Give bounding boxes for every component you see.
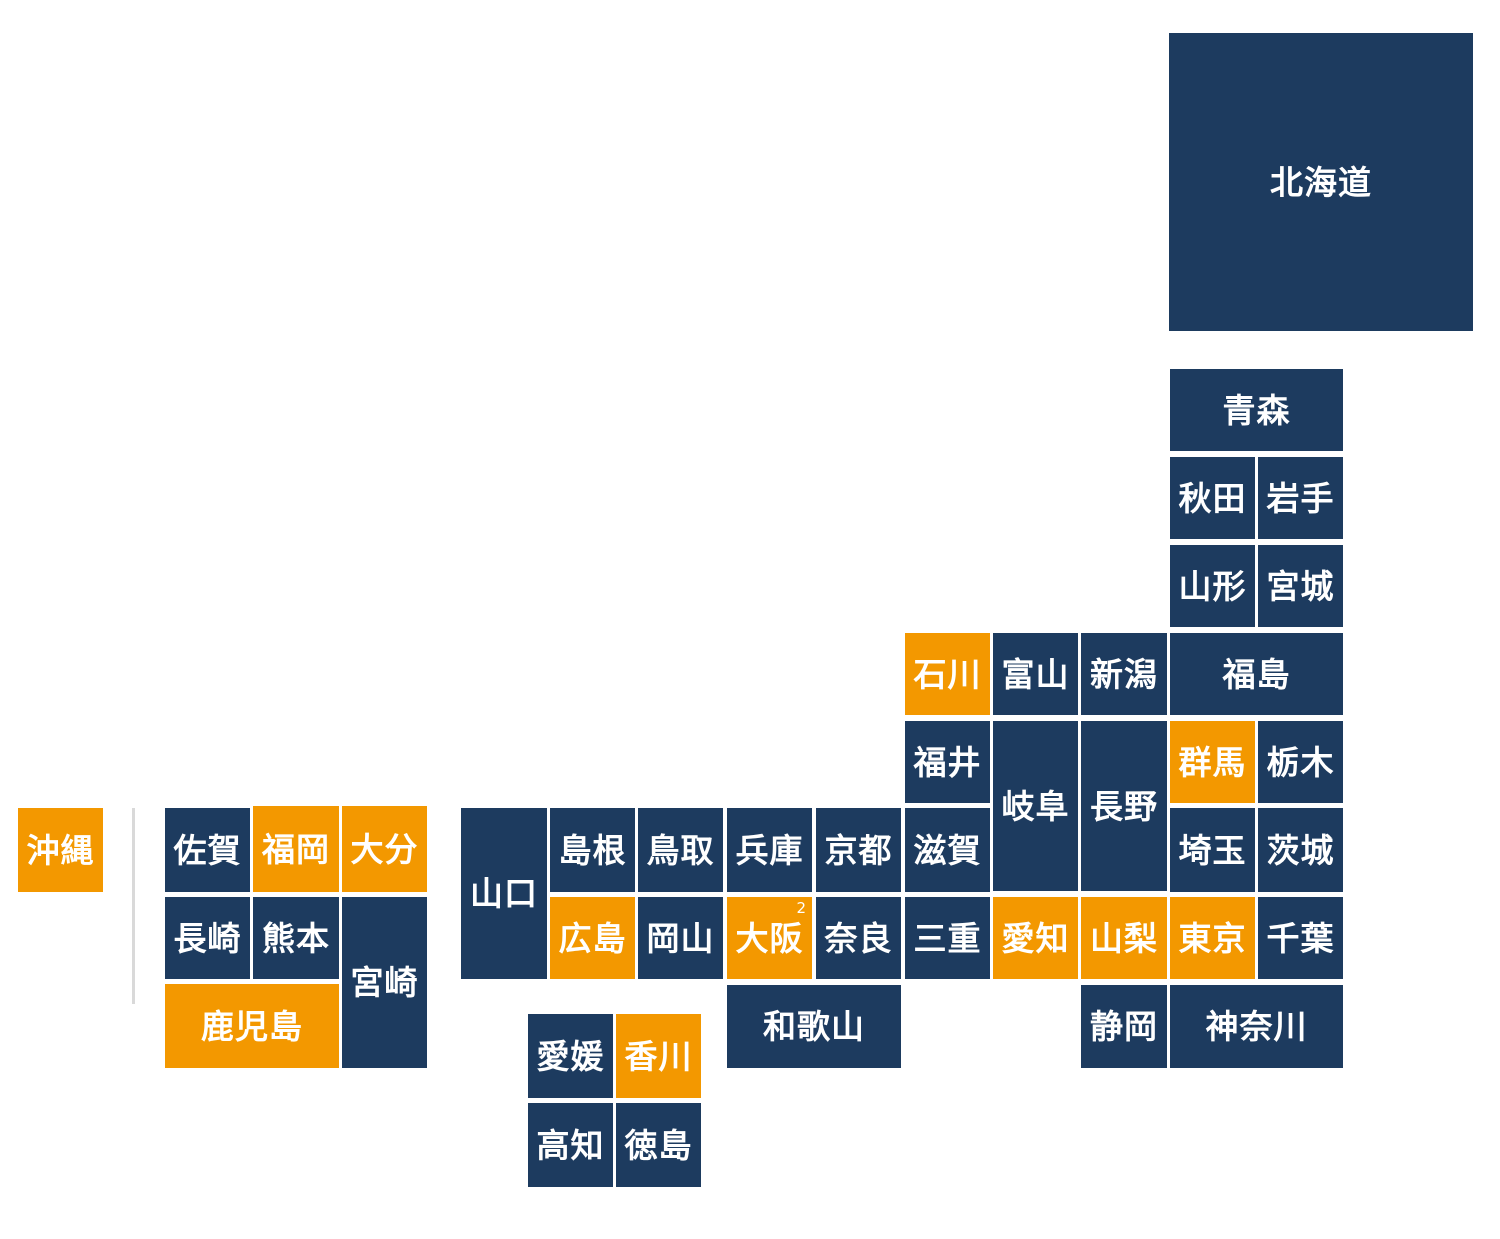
- prefecture-label: 北海道: [1270, 162, 1372, 202]
- prefecture-label: 山梨: [1090, 918, 1158, 958]
- footnote-marker: 2: [796, 899, 806, 917]
- prefecture-tokyo[interactable]: 東京: [1170, 897, 1255, 979]
- prefecture-label: 京都: [824, 830, 893, 870]
- prefecture-label: 秋田: [1178, 478, 1247, 518]
- prefecture-label: 青森: [1222, 390, 1291, 430]
- prefecture-iwate[interactable]: 岩手: [1258, 457, 1343, 539]
- prefecture-label: 沖縄: [26, 830, 95, 870]
- prefecture-kumamoto[interactable]: 熊本: [253, 897, 339, 979]
- prefecture-fukui[interactable]: 福井: [905, 721, 990, 803]
- prefecture-label: 宮崎: [350, 963, 419, 1002]
- prefecture-shiga[interactable]: 滋賀: [905, 808, 990, 892]
- prefecture-label: 岩手: [1266, 478, 1335, 518]
- prefecture-kagawa[interactable]: 香川: [616, 1014, 701, 1098]
- prefecture-kanagawa[interactable]: 神奈川: [1170, 985, 1343, 1068]
- prefecture-label: 奈良: [824, 918, 893, 958]
- prefecture-label: 石川: [913, 654, 982, 694]
- prefecture-label: 高知: [536, 1125, 605, 1165]
- prefecture-hokkaido[interactable]: 北海道: [1169, 33, 1473, 331]
- prefecture-yamagata[interactable]: 山形: [1170, 545, 1255, 627]
- prefecture-miyagi[interactable]: 宮城: [1258, 545, 1343, 627]
- prefecture-tochigi[interactable]: 栃木: [1258, 721, 1343, 803]
- prefecture-label: 宮城: [1266, 566, 1335, 606]
- prefecture-label: 栃木: [1266, 742, 1335, 782]
- prefecture-label: 愛媛: [536, 1036, 605, 1076]
- prefecture-label: 山口: [470, 874, 538, 913]
- prefecture-label: 福井: [913, 742, 982, 782]
- prefecture-label: 兵庫: [735, 830, 804, 870]
- prefecture-label: 新潟: [1090, 654, 1158, 694]
- prefecture-osaka[interactable]: 大阪 2: [727, 897, 812, 979]
- prefecture-kagoshima[interactable]: 鹿児島: [165, 984, 339, 1068]
- prefecture-nagasaki[interactable]: 長崎: [165, 897, 250, 979]
- prefecture-wakayama[interactable]: 和歌山: [727, 985, 901, 1068]
- prefecture-kyoto[interactable]: 京都: [816, 808, 901, 892]
- prefecture-hiroshima[interactable]: 広島: [550, 897, 635, 979]
- prefecture-label: 神奈川: [1205, 1007, 1308, 1046]
- prefecture-chiba[interactable]: 千葉: [1258, 897, 1343, 979]
- prefecture-okayama[interactable]: 岡山: [638, 897, 723, 979]
- prefecture-label: 長野: [1090, 786, 1158, 826]
- prefecture-label: 広島: [558, 918, 627, 958]
- prefecture-oita[interactable]: 大分: [342, 806, 427, 892]
- prefecture-label: 東京: [1178, 918, 1247, 958]
- prefecture-label: 大阪: [735, 918, 804, 958]
- prefecture-label: 岐阜: [1001, 786, 1070, 826]
- prefecture-label: 愛知: [1001, 918, 1070, 958]
- prefecture-ehime[interactable]: 愛媛: [528, 1014, 613, 1098]
- prefecture-label: 静岡: [1090, 1007, 1158, 1046]
- prefecture-okinawa[interactable]: 沖縄: [18, 808, 103, 892]
- prefecture-hyogo[interactable]: 兵庫: [727, 808, 812, 892]
- prefecture-toyama[interactable]: 富山: [993, 633, 1078, 715]
- prefecture-label: 福岡: [262, 829, 330, 869]
- prefecture-label: 佐賀: [173, 830, 242, 870]
- prefecture-miyazaki[interactable]: 宮崎: [342, 897, 427, 1068]
- prefecture-shimane[interactable]: 島根: [550, 808, 635, 892]
- prefecture-saga[interactable]: 佐賀: [165, 808, 250, 892]
- prefecture-label: 大分: [350, 829, 419, 869]
- prefecture-yamaguchi[interactable]: 山口: [461, 808, 547, 979]
- prefecture-label: 茨城: [1266, 830, 1335, 870]
- prefecture-akita[interactable]: 秋田: [1170, 457, 1255, 539]
- prefecture-yamanashi[interactable]: 山梨: [1081, 897, 1167, 979]
- prefecture-label: 島根: [558, 830, 627, 870]
- prefecture-label: 鹿児島: [201, 1006, 303, 1046]
- prefecture-saitama[interactable]: 埼玉: [1170, 808, 1255, 892]
- prefecture-mie[interactable]: 三重: [905, 897, 990, 979]
- prefecture-label: 山形: [1178, 566, 1247, 606]
- prefecture-label: 熊本: [262, 918, 330, 958]
- prefecture-tottori[interactable]: 鳥取: [638, 808, 723, 892]
- prefecture-gunma[interactable]: 群馬: [1170, 721, 1255, 803]
- prefecture-kochi[interactable]: 高知: [528, 1103, 613, 1187]
- prefecture-label: 和歌山: [763, 1007, 865, 1046]
- prefecture-label: 三重: [913, 918, 982, 958]
- prefecture-shizuoka[interactable]: 静岡: [1081, 985, 1167, 1068]
- prefecture-ishikawa[interactable]: 石川: [905, 633, 990, 715]
- prefecture-label: 鳥取: [646, 830, 715, 870]
- prefecture-label: 群馬: [1178, 742, 1247, 782]
- prefecture-label: 岡山: [646, 918, 715, 958]
- prefecture-tokushima[interactable]: 徳島: [616, 1103, 701, 1187]
- prefecture-fukushima[interactable]: 福島: [1170, 633, 1343, 715]
- prefecture-aomori[interactable]: 青森: [1170, 369, 1343, 451]
- prefecture-ibaraki[interactable]: 茨城: [1258, 808, 1343, 892]
- prefecture-label: 滋賀: [913, 830, 982, 870]
- prefecture-label: 埼玉: [1178, 830, 1247, 870]
- prefecture-label: 香川: [624, 1036, 693, 1076]
- prefecture-label: 富山: [1001, 654, 1070, 694]
- prefecture-label: 徳島: [624, 1125, 693, 1165]
- prefecture-nara[interactable]: 奈良: [816, 897, 901, 979]
- prefecture-gifu[interactable]: 岐阜: [993, 721, 1078, 891]
- prefecture-niigata[interactable]: 新潟: [1081, 633, 1167, 715]
- prefecture-label: 福島: [1222, 654, 1291, 694]
- prefecture-aichi[interactable]: 愛知: [993, 897, 1078, 979]
- okinawa-separator-line: [132, 808, 135, 1004]
- prefecture-label: 長崎: [173, 918, 242, 958]
- prefecture-label: 千葉: [1266, 918, 1335, 958]
- prefecture-fukuoka[interactable]: 福岡: [253, 806, 339, 892]
- prefecture-nagano[interactable]: 長野: [1081, 721, 1167, 891]
